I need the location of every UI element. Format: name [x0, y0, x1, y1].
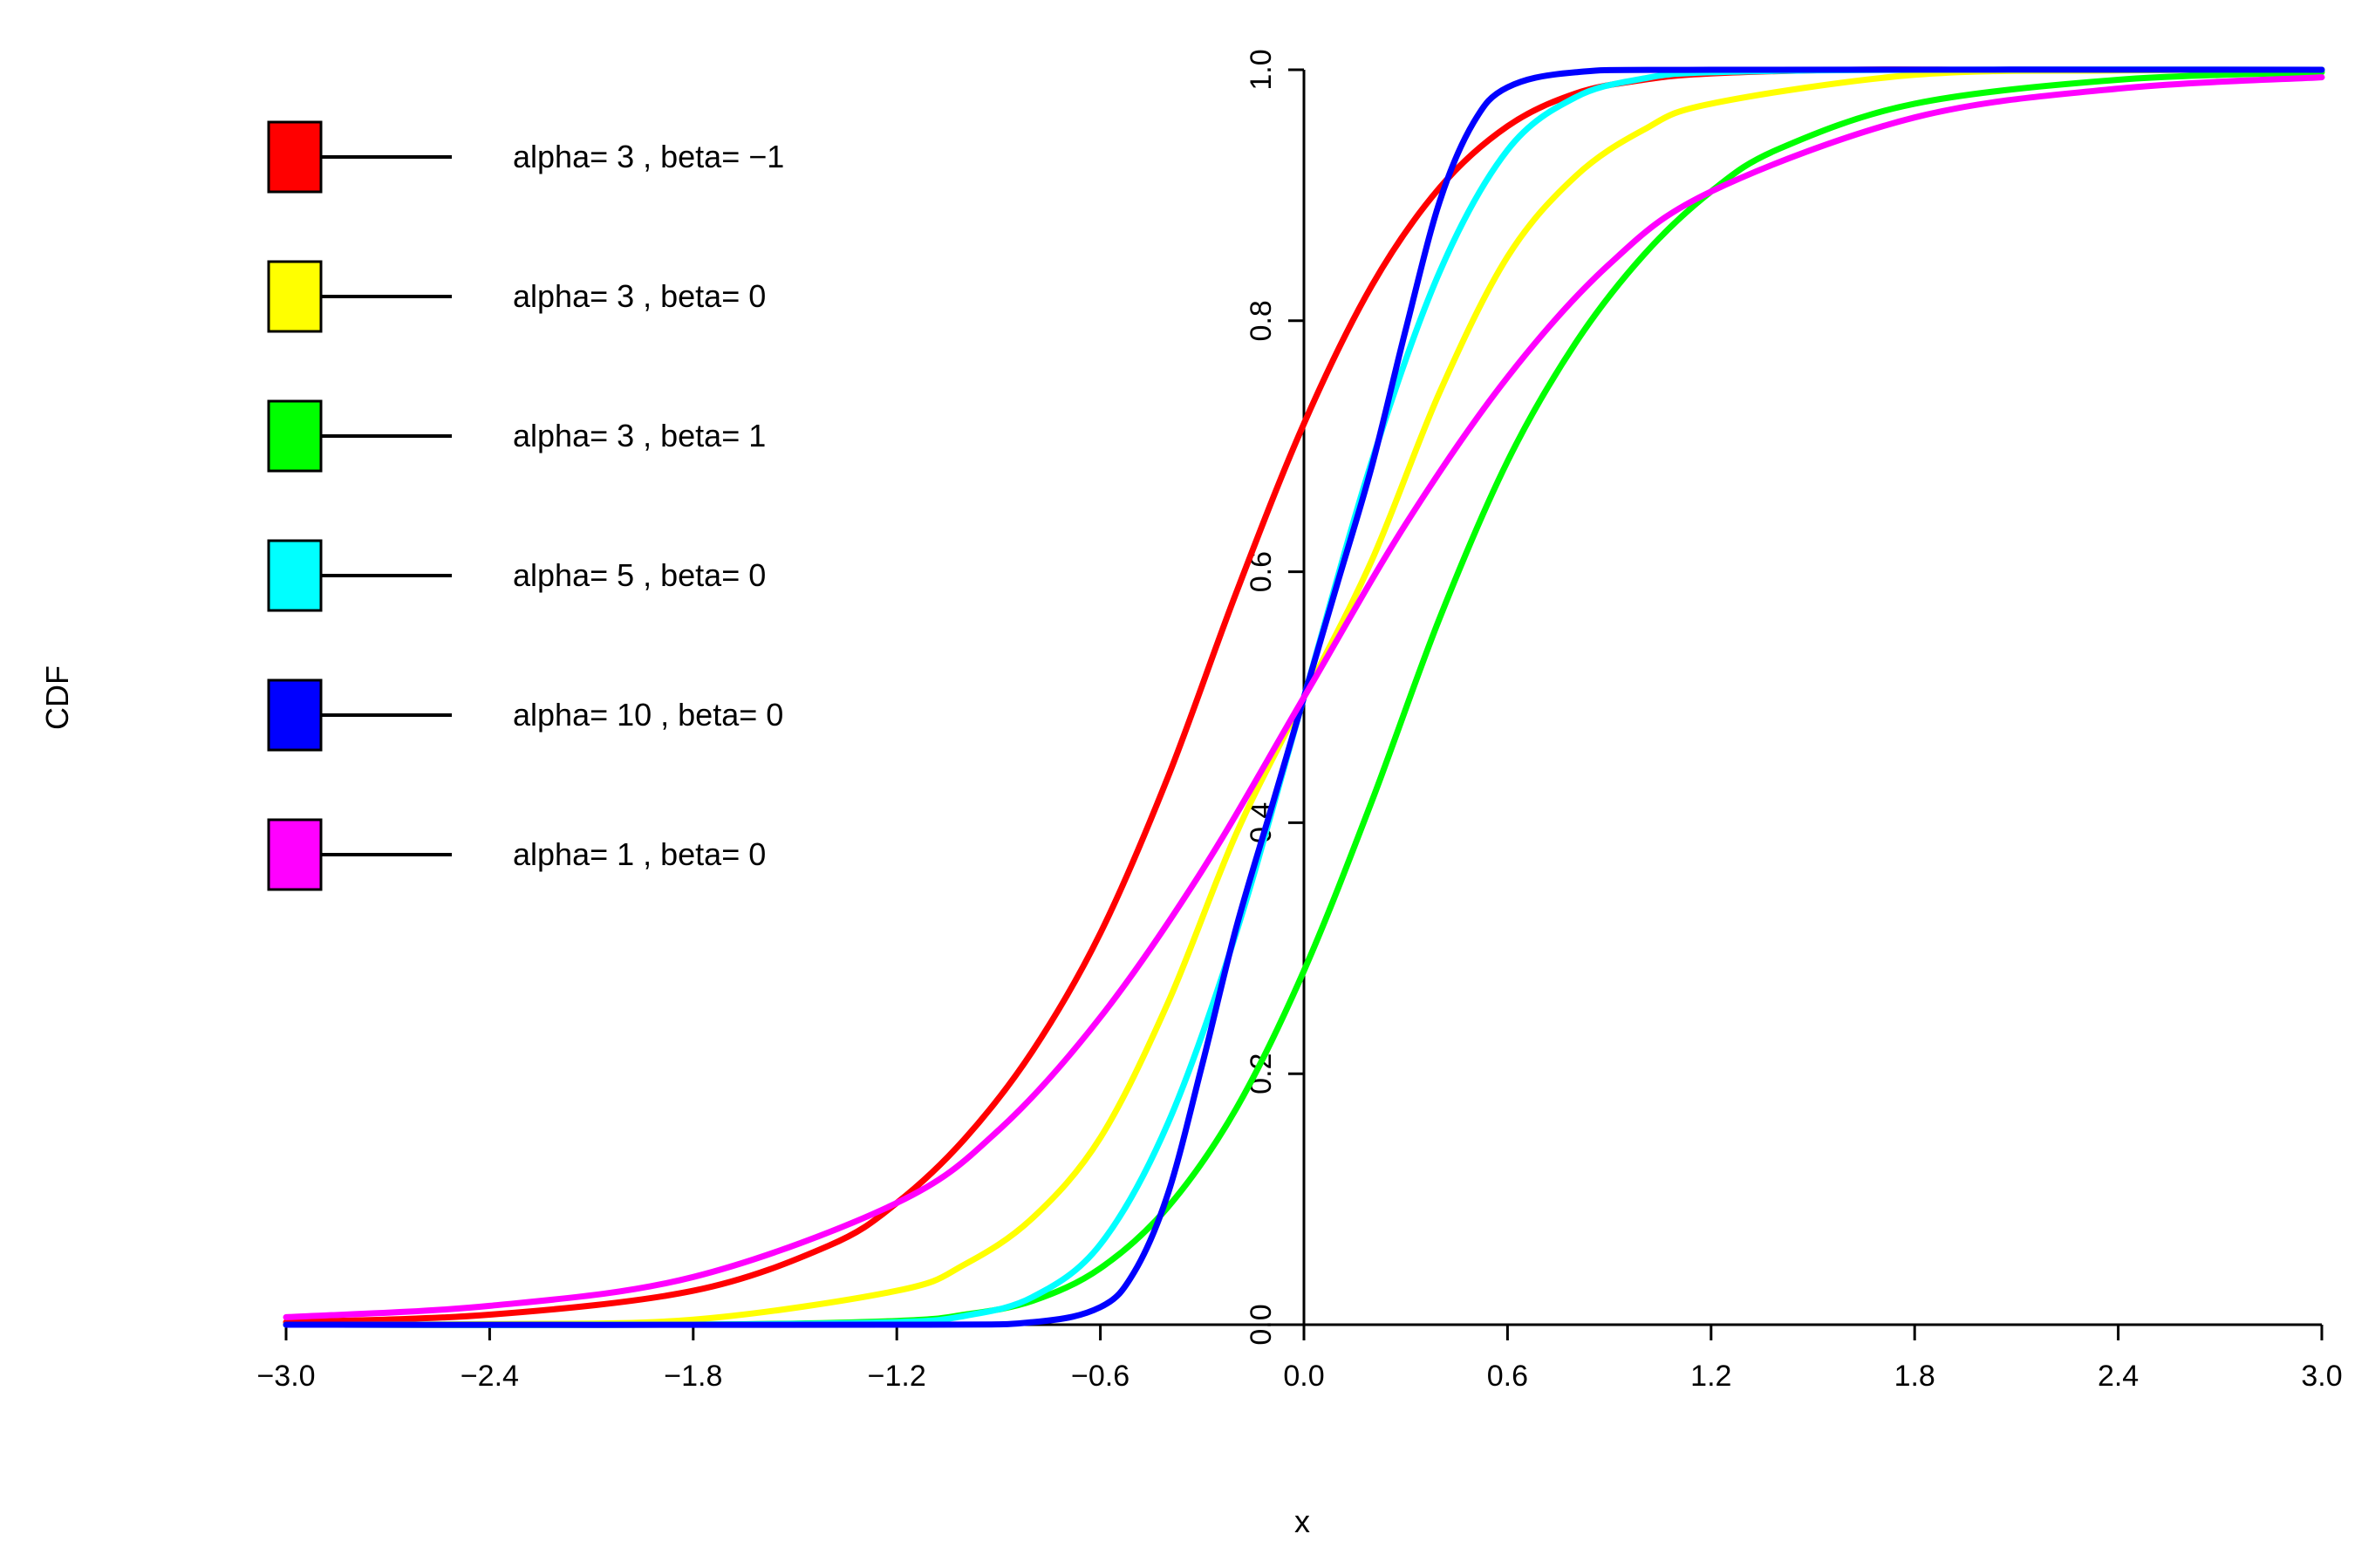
- y-tick-label: 0.0: [1245, 1304, 1278, 1345]
- x-tick-label: −3.0: [256, 1360, 315, 1393]
- x-tick-label: 3.0: [2301, 1360, 2342, 1393]
- series-line-6: [283, 74, 2325, 1320]
- x-tick-label: 0.0: [1283, 1360, 1324, 1393]
- legend-swatch-5: [267, 678, 323, 752]
- x-axis-label: x: [1294, 1503, 1310, 1539]
- axes: −3.0 −2.4 −1.8 −1.2 −0.6 0.0 0.6 1.2 1.8 2.4 3.0 0.…: [256, 49, 2342, 1393]
- x-tick-label: 1.2: [1690, 1360, 1731, 1393]
- legend-swatch-4: [267, 539, 323, 612]
- legend-swatch-6: [267, 818, 323, 891]
- legend-swatch-2: [267, 260, 323, 333]
- x-tick-label: 0.6: [1487, 1360, 1528, 1393]
- y-axis-label: CDF: [39, 665, 75, 730]
- x-tick-label: −2.4: [461, 1360, 519, 1393]
- y-tick-label: 1.0: [1245, 49, 1278, 90]
- legend-label-4: alpha= 5 , beta= 0: [513, 557, 766, 593]
- legend-swatch-1: [267, 120, 323, 194]
- legend-swatch-3: [267, 399, 323, 473]
- x-tick-label: −1.2: [868, 1360, 926, 1393]
- legend-label-2: alpha= 3 , beta= 0: [513, 278, 766, 314]
- x-tick-label: 1.8: [1894, 1360, 1935, 1393]
- legend-label-5: alpha= 10 , beta= 0: [513, 697, 783, 733]
- legend-label-3: alpha= 3 , beta= 1: [513, 418, 766, 453]
- x-tick-label: −1.8: [664, 1360, 722, 1393]
- legend: alpha= 3 , beta= −1 alpha= 3 , beta= 0 alp…: [267, 120, 784, 891]
- x-tick-label: 2.4: [2098, 1360, 2139, 1393]
- legend-label-6: alpha= 1 , beta= 0: [513, 836, 766, 872]
- legend-label-1: alpha= 3 , beta= −1: [513, 139, 784, 174]
- y-tick-label: 0.8: [1245, 300, 1278, 341]
- x-tick-label: −0.6: [1071, 1360, 1129, 1393]
- series-lines: [283, 66, 2325, 1328]
